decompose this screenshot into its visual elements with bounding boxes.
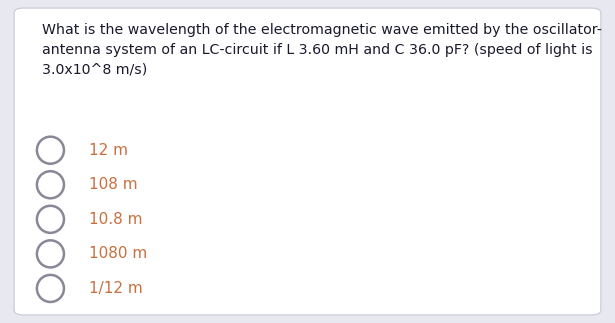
Ellipse shape <box>37 275 64 302</box>
Ellipse shape <box>37 137 64 164</box>
Text: 10.8 m: 10.8 m <box>89 212 143 227</box>
Text: 12 m: 12 m <box>89 143 128 158</box>
Ellipse shape <box>37 206 64 233</box>
Text: What is the wavelength of the electromagnetic wave emitted by the oscillator-
an: What is the wavelength of the electromag… <box>42 23 602 77</box>
Text: 108 m: 108 m <box>89 177 138 192</box>
Text: 1080 m: 1080 m <box>89 246 148 261</box>
Ellipse shape <box>37 171 64 198</box>
Text: 1/12 m: 1/12 m <box>89 281 143 296</box>
Ellipse shape <box>37 240 64 267</box>
